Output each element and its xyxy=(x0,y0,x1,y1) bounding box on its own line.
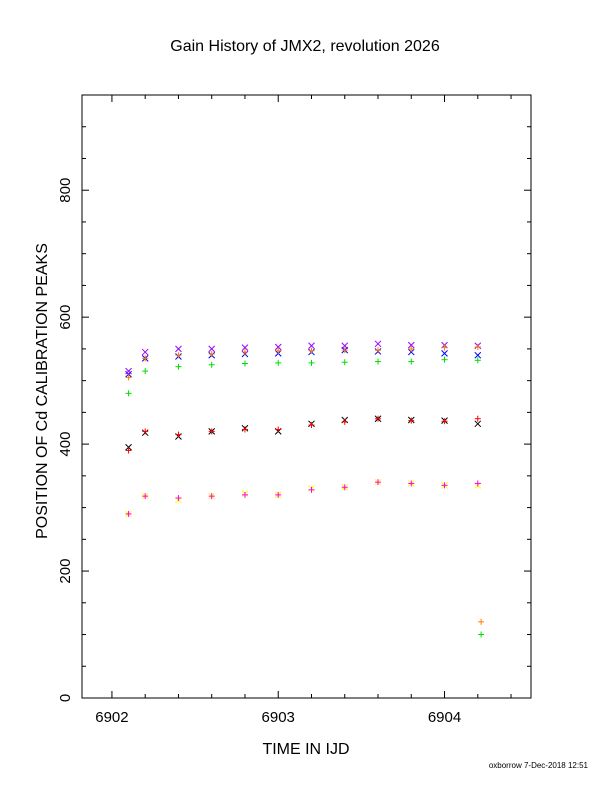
data-point xyxy=(374,340,382,348)
x-axis-label: TIME IN IJD xyxy=(262,741,349,758)
data-point xyxy=(375,415,382,422)
data-point xyxy=(441,482,448,489)
data-point xyxy=(308,359,315,366)
point-stroke xyxy=(341,342,349,350)
data-point xyxy=(125,443,132,451)
x-tick-label: 6902 xyxy=(95,709,128,726)
axis-ticks: 6902 6903 6904 0 200 400 600 800 xyxy=(57,95,531,726)
data-point xyxy=(441,349,448,357)
data-point xyxy=(175,345,182,353)
data-point xyxy=(241,344,249,351)
data-point xyxy=(441,418,448,425)
point-stroke xyxy=(441,349,448,357)
data-point xyxy=(375,358,382,365)
x-tick-label: 6904 xyxy=(428,709,461,726)
y-tick-label: 0 xyxy=(57,694,74,702)
data-point xyxy=(478,618,485,625)
data-point xyxy=(474,420,482,428)
point-stroke xyxy=(208,345,216,353)
data-point xyxy=(241,491,248,498)
data-point xyxy=(275,359,282,366)
data-point xyxy=(208,345,216,353)
data-point xyxy=(308,422,315,429)
data-point xyxy=(208,428,215,435)
data-point xyxy=(341,359,348,366)
plot-frame xyxy=(81,94,532,699)
data-point xyxy=(208,493,215,500)
data-point xyxy=(142,493,149,500)
point-stroke xyxy=(407,348,415,356)
point-stroke xyxy=(141,348,149,356)
data-point xyxy=(125,370,132,378)
data-point xyxy=(478,631,485,638)
data-point xyxy=(474,480,481,487)
point-stroke xyxy=(241,344,249,351)
data-point xyxy=(341,342,349,350)
data-point xyxy=(341,484,348,491)
data-point xyxy=(125,367,132,375)
data-point xyxy=(375,479,382,486)
data-point xyxy=(375,347,382,354)
data-point xyxy=(275,347,282,354)
data-point xyxy=(341,418,348,425)
data-point xyxy=(341,347,348,354)
data-point xyxy=(308,342,315,350)
data-point xyxy=(308,486,315,493)
point-stroke xyxy=(125,443,132,451)
data-point xyxy=(241,349,248,356)
data-point xyxy=(308,347,315,354)
data-point xyxy=(175,495,182,502)
data-point xyxy=(408,417,415,424)
data-point xyxy=(142,368,149,375)
y-tick-label: 800 xyxy=(57,178,74,203)
data-point xyxy=(208,350,215,357)
data-point xyxy=(175,431,182,438)
point-stroke xyxy=(474,351,482,359)
data-point xyxy=(275,491,282,498)
point-stroke xyxy=(407,341,415,349)
data-point xyxy=(125,374,132,381)
data-point xyxy=(408,480,415,487)
data-point xyxy=(474,343,481,350)
y-tick-label: 600 xyxy=(57,305,74,330)
data-point xyxy=(208,361,215,368)
data-point xyxy=(125,390,132,397)
data-point xyxy=(441,344,448,351)
y-tick-label: 400 xyxy=(57,432,74,457)
data-point xyxy=(241,360,248,367)
y-axis-label: POSITION OF Cd CALIBRATION PEAKS xyxy=(34,243,51,539)
data-point xyxy=(125,447,132,454)
x-tick-label: 6903 xyxy=(262,709,295,726)
data-point xyxy=(407,341,415,349)
data-point xyxy=(407,348,415,356)
data-point xyxy=(408,345,415,352)
point-stroke xyxy=(175,345,182,353)
point-stroke xyxy=(125,370,132,378)
chart-title: Gain History of JMX2, revolution 2026 xyxy=(170,38,440,55)
data-point xyxy=(441,356,448,363)
footer-stamp: oxborrow 7-Dec-2018 12:51 xyxy=(489,761,589,770)
point-stroke xyxy=(274,343,282,351)
data-point xyxy=(474,351,482,359)
data-point xyxy=(175,352,182,359)
data-point xyxy=(474,415,481,422)
data-point xyxy=(142,355,149,362)
data-point xyxy=(175,363,182,370)
point-stroke xyxy=(125,367,132,375)
data-point xyxy=(408,358,415,365)
data-point xyxy=(274,343,282,351)
data-marks xyxy=(125,340,485,638)
point-stroke xyxy=(374,340,382,348)
data-point xyxy=(275,426,282,433)
data-point xyxy=(141,348,149,356)
data-point xyxy=(241,426,248,433)
point-stroke xyxy=(474,420,482,428)
point-stroke xyxy=(308,342,315,350)
data-point xyxy=(125,510,132,517)
y-tick-label: 200 xyxy=(57,559,74,584)
data-point xyxy=(142,428,149,435)
data-point xyxy=(474,357,481,364)
